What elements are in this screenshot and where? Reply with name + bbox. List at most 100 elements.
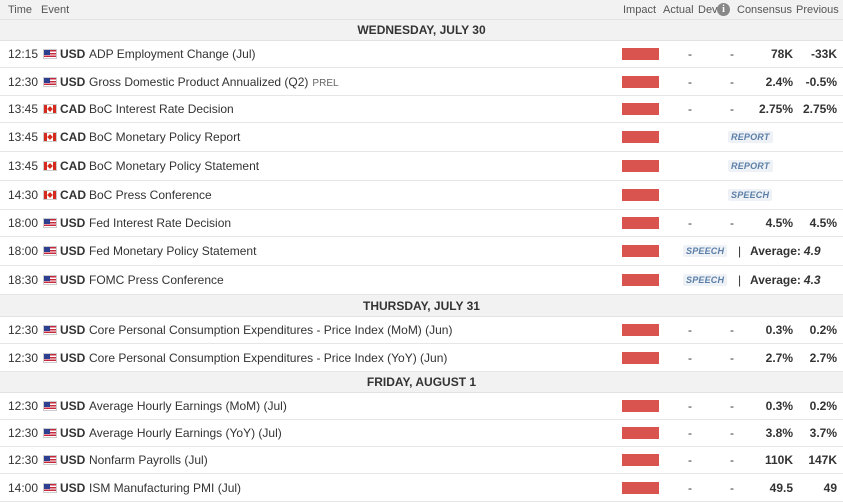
deviation-value: - (730, 350, 734, 365)
event-time: 18:00 (8, 216, 39, 230)
event-name[interactable]: Average Hourly Earnings (YoY) (Jul) (89, 426, 282, 440)
previous-value: 0.2% (809, 323, 837, 337)
event-row[interactable]: 13:45 CAD BoC Monetary Policy Report REP… (0, 123, 843, 152)
event-row[interactable]: 12:30 USD Nonfarm Payrolls (Jul) - - 110… (0, 447, 843, 474)
report-tag[interactable]: REPORT (728, 160, 773, 172)
date-header: THURSDAY, JULY 31 (0, 295, 843, 317)
info-icon[interactable]: i (717, 3, 730, 16)
event-name[interactable]: ADP Employment Change (Jul) (89, 47, 256, 61)
event-name[interactable]: Core Personal Consumption Expenditures -… (89, 323, 453, 337)
event-time: 12:30 (8, 399, 39, 413)
event-row[interactable]: 13:45 CAD BoC Monetary Policy Statement … (0, 152, 843, 181)
consensus-value: 4.5% (765, 216, 793, 230)
us-flag-icon (43, 352, 57, 363)
event-name[interactable]: Nonfarm Payrolls (Jul) (89, 453, 208, 467)
report-tag[interactable]: REPORT (728, 131, 773, 143)
speech-tag[interactable]: SPEECH (683, 245, 728, 257)
event-row[interactable]: 12:30 USD Gross Domestic Product Annuali… (0, 68, 843, 96)
us-flag-icon (43, 325, 57, 335)
deviation-value: - (730, 74, 734, 89)
event-row[interactable]: 13:45 CAD BoC Interest Rate Decision - -… (0, 96, 843, 123)
event-row[interactable]: 12:15 USD ADP Employment Change (Jul) - … (0, 41, 843, 68)
event-name[interactable]: BoC Interest Rate Decision (89, 102, 234, 116)
currency-code: USD (60, 216, 86, 230)
average-label: Average: (750, 273, 801, 287)
currency-code: CAD (60, 159, 86, 173)
separator: | (738, 273, 742, 287)
event-name[interactable]: ISM Manufacturing PMI (Jul) (89, 480, 242, 495)
event-name[interactable]: Core Personal Consumption Expenditures -… (89, 350, 448, 365)
us-flag-icon (43, 482, 57, 493)
speech-tag[interactable]: SPEECH (683, 274, 728, 286)
event-name[interactable]: FOMC Press Conference (89, 273, 224, 287)
event-name[interactable]: BoC Monetary Policy Report (89, 130, 241, 144)
event-row[interactable]: 12:30 USD Average Hourly Earnings (MoM) … (0, 393, 843, 420)
actual-value: - (688, 47, 692, 61)
event-name[interactable]: BoC Monetary Policy Statement (89, 159, 260, 173)
consensus-value: 0.3% (765, 323, 793, 337)
average-label: Average: (750, 244, 801, 258)
canada-flag-icon (43, 161, 57, 171)
impact-high-bar (622, 400, 659, 412)
consensus-value: 2.4% (765, 74, 793, 89)
us-flag-icon (43, 49, 57, 59)
previous-value: 2.75% (802, 102, 837, 116)
currency-code: USD (60, 453, 86, 467)
event-row[interactable]: 12:30 USD Core Personal Consumption Expe… (0, 344, 843, 372)
event-name[interactable]: BoC Press Conference (89, 188, 212, 202)
separator: | (738, 244, 742, 258)
date-header: FRIDAY, AUGUST 1 (0, 372, 843, 393)
event-time: 12:15 (8, 47, 39, 61)
event-time: 12:30 (8, 426, 39, 440)
preliminary-badge: PREL (312, 77, 339, 89)
column-header-impact[interactable]: Impact (623, 4, 657, 16)
previous-value: -33K (810, 47, 837, 61)
previous-value: 3.7% (809, 426, 837, 440)
average-poll[interactable]: Average: 4.3 (750, 273, 821, 287)
event-time: 12:30 (8, 453, 39, 467)
column-header-consensus[interactable]: Consensus (737, 4, 793, 16)
event-name[interactable]: Fed Monetary Policy Statement (89, 244, 257, 258)
event-row[interactable]: 18:00 USD Fed Monetary Policy Statement … (0, 237, 843, 266)
average-value: 4.9 (803, 244, 821, 258)
column-header-previous[interactable]: Previous (796, 4, 839, 16)
column-header-time[interactable]: Time (8, 4, 33, 16)
actual-value: - (688, 480, 692, 495)
event-name[interactable]: Average Hourly Earnings (MoM) (Jul) (89, 399, 287, 413)
impact-high-bar (622, 481, 659, 494)
event-row[interactable]: 14:30 CAD BoC Press Conference SPEECH (0, 181, 843, 210)
event-time: 13:45 (8, 130, 39, 144)
deviation-value: - (730, 216, 734, 230)
average-poll[interactable]: Average: 4.9 (750, 244, 821, 258)
impact-high-bar (622, 351, 659, 364)
currency-code: USD (60, 426, 86, 440)
column-header-dev[interactable]: Dev (698, 4, 718, 16)
event-time: 12:30 (8, 350, 39, 365)
currency-code: USD (60, 244, 86, 258)
speech-tag[interactable]: SPEECH (728, 189, 773, 201)
event-row[interactable]: 18:30 USD FOMC Press Conference SPEECH |… (0, 266, 843, 295)
column-header-event[interactable]: Event (41, 4, 70, 16)
event-row[interactable]: 12:30 USD Average Hourly Earnings (YoY) … (0, 420, 843, 447)
event-name[interactable]: Fed Interest Rate Decision (89, 216, 232, 230)
us-flag-icon (43, 455, 57, 465)
column-header-actual[interactable]: Actual (663, 4, 694, 16)
actual-value: - (688, 323, 692, 337)
canada-flag-icon (43, 132, 57, 142)
average-value: 4.3 (803, 273, 821, 287)
previous-value: 4.5% (809, 216, 837, 230)
currency-code: USD (60, 350, 86, 365)
event-name[interactable]: Gross Domestic Product Annualized (Q2) PR… (89, 75, 339, 89)
event-row[interactable]: 14:00 USD ISM Manufacturing PMI (Jul) - … (0, 474, 843, 502)
impact-high-bar (622, 245, 659, 257)
deviation-value: - (730, 453, 734, 467)
consensus-value: 3.8% (765, 426, 793, 440)
actual-value: - (688, 350, 692, 365)
consensus-value: 49.5 (769, 480, 793, 495)
currency-code: USD (60, 323, 86, 337)
event-row[interactable]: 12:30 USD Core Personal Consumption Expe… (0, 317, 843, 344)
event-row[interactable]: 18:00 USD Fed Interest Rate Decision - -… (0, 210, 843, 237)
currency-code: USD (60, 74, 86, 89)
actual-value: - (688, 399, 692, 413)
previous-value: 2.7% (809, 350, 837, 365)
